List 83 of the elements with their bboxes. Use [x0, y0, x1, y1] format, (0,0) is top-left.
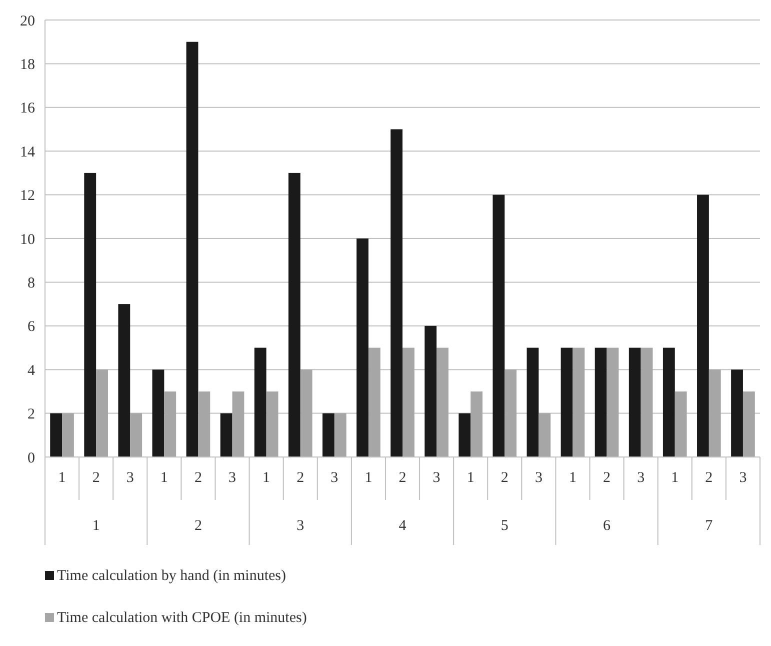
- bar: [424, 326, 437, 457]
- bar: [288, 172, 300, 457]
- x-tick-label: 2: [500, 470, 508, 486]
- bar: [697, 194, 709, 457]
- text: 2: [194, 518, 202, 534]
- x-tick-label: 3: [534, 470, 542, 486]
- bar: [266, 391, 278, 457]
- x-tick-label: 2: [194, 470, 202, 486]
- y-tick-label: 2: [28, 406, 35, 423]
- bar: [368, 348, 380, 457]
- bar: [628, 348, 641, 457]
- bar: [662, 348, 675, 457]
- bar: [470, 391, 483, 457]
- bar: [594, 348, 607, 457]
- x-tick-label: 2: [603, 470, 611, 486]
- bar: [742, 391, 755, 457]
- legend-label: Time calculation by hand (in minutes): [57, 568, 286, 584]
- bar: [560, 348, 573, 457]
- y-tick-label: 14: [20, 144, 36, 160]
- x-tick-label: 3: [739, 470, 747, 486]
- x-tick-label: 1: [671, 470, 679, 486]
- x-tick-label: 1: [364, 470, 372, 486]
- x-tick-label: 3: [432, 470, 440, 486]
- bar: [356, 238, 368, 457]
- bar: [130, 413, 142, 457]
- y-tick-label: 10: [20, 232, 35, 248]
- x-tick-label: 3: [637, 470, 645, 486]
- bar: [198, 391, 210, 457]
- bar: [322, 413, 334, 457]
- x-tick-label: 3: [126, 470, 134, 486]
- bar: [492, 194, 505, 457]
- bar: [402, 348, 414, 457]
- bar: [504, 370, 517, 457]
- text: 4: [398, 518, 407, 534]
- text: 1: [92, 518, 100, 534]
- bar: [708, 370, 721, 457]
- x-tick-label: 3: [330, 470, 338, 486]
- bar: [640, 348, 653, 457]
- x-tick-label: 2: [705, 470, 713, 486]
- bar: [220, 413, 232, 457]
- y-tick-label: 8: [28, 275, 35, 292]
- text: 6: [603, 518, 612, 534]
- text: 3: [296, 518, 304, 534]
- x-tick-label: 2: [398, 470, 406, 486]
- bar: [186, 42, 198, 457]
- y-tick-label: 0: [28, 450, 35, 466]
- bar: [538, 413, 551, 457]
- bar: [572, 348, 585, 457]
- bar: [458, 413, 471, 457]
- bar: [390, 129, 402, 457]
- bar: [84, 172, 96, 457]
- y-tick-label: 12: [20, 188, 35, 204]
- x-tick-label: 1: [160, 470, 168, 486]
- bar: [62, 413, 74, 457]
- y-tick-label: 20: [20, 13, 35, 30]
- text: 7: [705, 518, 714, 534]
- x-tick-label: 1: [466, 470, 474, 486]
- y-tick-label: 6: [28, 319, 36, 336]
- y-tick-label: 16: [20, 100, 36, 117]
- bar: [118, 304, 130, 457]
- text: 5: [500, 518, 508, 534]
- y-tick-label: 18: [20, 56, 35, 73]
- bar: [232, 391, 244, 457]
- bar: [606, 348, 619, 457]
- bar: [164, 391, 176, 457]
- bar: [254, 348, 266, 457]
- x-tick-label: 1: [568, 470, 576, 486]
- bar: [152, 370, 164, 457]
- bar: [50, 413, 62, 457]
- bar: [334, 413, 346, 457]
- x-tick-label: 2: [92, 470, 100, 486]
- bar: [436, 348, 448, 457]
- x-tick-label: 3: [228, 470, 236, 486]
- y-tick-label: 4: [28, 362, 36, 379]
- x-tick-label: 2: [296, 470, 304, 486]
- bar: [674, 391, 687, 457]
- bar: [96, 370, 108, 457]
- legend-label: Time calculation with CPOE (in minutes): [57, 610, 307, 626]
- bar: [300, 370, 312, 457]
- x-tick-label: 1: [58, 470, 66, 486]
- x-tick-label: 1: [262, 470, 270, 486]
- bar: [526, 348, 539, 457]
- bar: [731, 370, 743, 457]
